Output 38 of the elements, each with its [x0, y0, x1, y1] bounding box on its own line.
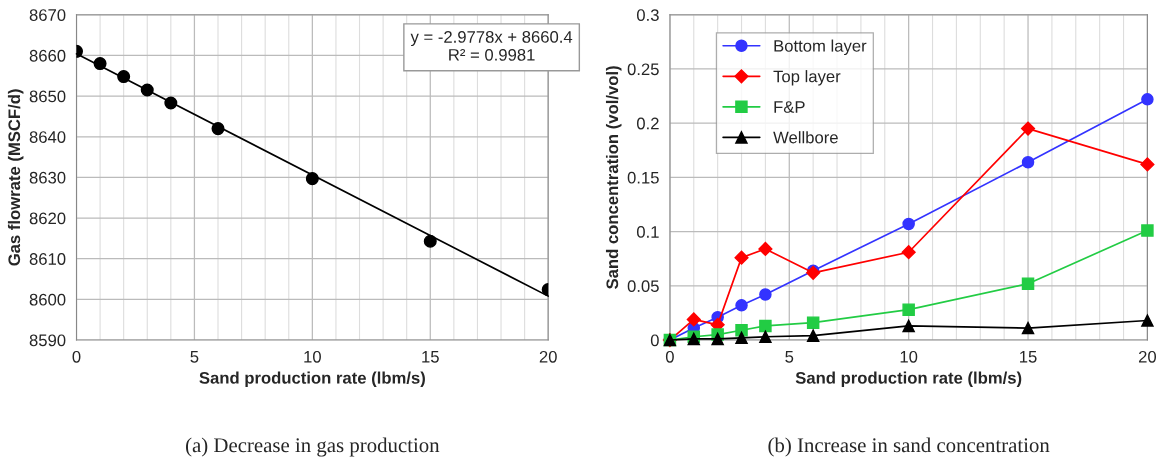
- x-tick-label: 10: [304, 350, 321, 363]
- y-tick-label: 0.15: [627, 171, 659, 184]
- x-tick-label: 20: [1138, 350, 1157, 363]
- legend-label: Wellbore: [773, 131, 838, 144]
- y-tick-label: 8630: [29, 171, 66, 184]
- legend-label: Bottom layer: [774, 39, 867, 56]
- x-axis-title: Sand production rate (lbm/s): [795, 371, 1022, 388]
- x-tick-label: 5: [190, 351, 199, 363]
- legend-label: Top layer: [773, 70, 841, 86]
- y-tick-label: 8620: [29, 212, 66, 225]
- x-tick-label: 0: [665, 350, 674, 363]
- legend-label: F&P: [774, 101, 805, 113]
- annotation: y = -2.9778x + 8660.4: [410, 31, 573, 47]
- x-axis-title: Sand production rate (lbm/s): [199, 371, 425, 388]
- text: (a) Decrease in gas production: [186, 437, 440, 457]
- y-tick-label: 0.3: [636, 9, 659, 21]
- y-tick-label: 0.2: [636, 117, 659, 130]
- y-tick-label: 8650: [29, 90, 66, 103]
- x-tick-label: 5: [785, 351, 794, 363]
- x-tick-label: 0: [72, 350, 81, 363]
- y-tick-label: 0.25: [627, 63, 659, 76]
- x-tick-label: 15: [422, 351, 439, 363]
- y-tick-label: 8610: [29, 253, 66, 265]
- y-tick-label: 8600: [29, 293, 66, 306]
- annotation: R² = 0.9981: [449, 48, 535, 61]
- y-tick-label: 8640: [29, 131, 66, 143]
- y-tick-label: 8670: [29, 9, 66, 21]
- x-tick-label: 15: [1020, 351, 1037, 363]
- x-tick-label: 10: [900, 350, 918, 363]
- y-tick-label: 8590: [29, 334, 66, 347]
- y-axis-title: Sand concentration (vol/vol): [605, 66, 622, 289]
- x-tick-label: 20: [539, 350, 557, 363]
- y-tick-label: 0.05: [627, 280, 659, 293]
- y-tick-label: 8660: [29, 49, 66, 62]
- y-tick-label: 0.1: [636, 226, 659, 238]
- y-axis-title: Gas flowrate (MSCF/d): [7, 89, 24, 266]
- text: (b) Increase in sand concentration: [768, 437, 1050, 457]
- y-tick-label: 0: [650, 334, 659, 347]
